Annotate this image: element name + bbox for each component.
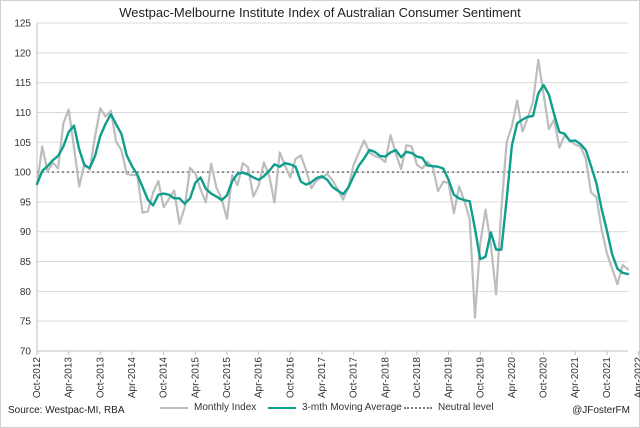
y-tick-label-95: 95 (20, 197, 32, 208)
x-tick-label-oct-2013: Oct-2013 (95, 357, 106, 399)
y-tick-label-90: 90 (20, 227, 32, 238)
x-tick-label-apr-2022: Apr-2022 (634, 357, 640, 399)
legend-item-monthly-index: Monthly Index (160, 402, 256, 413)
x-tick-label-apr-2016: Apr-2016 (254, 357, 265, 399)
x-tick-label-apr-2018: Apr-2018 (380, 357, 391, 399)
x-tick-label-apr-2017: Apr-2017 (317, 357, 328, 399)
x-tick-label-oct-2019: Oct-2019 (475, 357, 486, 399)
y-tick-label-80: 80 (20, 287, 32, 298)
y-tick-label-115: 115 (15, 78, 31, 89)
x-tick-label-oct-2016: Oct-2016 (285, 357, 296, 399)
legend-label-monthly-index: Monthly Index (194, 402, 257, 413)
x-tick-label-oct-2012: Oct-2012 (32, 357, 43, 399)
y-tick-label-120: 120 (14, 48, 31, 59)
y-axis: 70 75 80 85 90 95 100 105 110 115 120 125 (14, 19, 38, 358)
source-note: Source: Westpac-MI, RBA (8, 405, 125, 416)
legend-swatch-monthly-index (160, 406, 188, 409)
x-tick-label-oct-2014: Oct-2014 (159, 357, 170, 399)
x-tick-label-oct-2021: Oct-2021 (602, 357, 613, 399)
x-tick-label-apr-2020: Apr-2020 (507, 357, 518, 399)
x-tick-label-oct-2020: Oct-2020 (539, 357, 550, 399)
credit-handle: @JFosterFM (572, 405, 630, 416)
legend-label-neutral-level: Neutral level (438, 402, 494, 413)
legend-item-neutral-level: Neutral level (404, 402, 494, 413)
x-tick-label-apr-2019: Apr-2019 (444, 357, 455, 399)
y-tick-label-125: 125 (14, 19, 31, 30)
y-tick-label-100: 100 (14, 168, 31, 179)
x-tick-label-apr-2021: Apr-2021 (570, 357, 581, 399)
y-tick-label-75: 75 (20, 317, 32, 328)
legend-swatch-moving-average (268, 406, 296, 409)
chart-title: Westpac-Melbourne Institute Index of Aus… (119, 5, 521, 20)
series-layer (35, 58, 630, 319)
x-tick-label-apr-2013: Apr-2013 (64, 357, 75, 399)
legend-swatch-neutral-level (404, 406, 432, 409)
x-tick-label-apr-2015: Apr-2015 (190, 357, 201, 399)
y-tick-label-85: 85 (20, 257, 32, 268)
series-line-monthly-index (35, 58, 630, 319)
x-tick-label-oct-2018: Oct-2018 (412, 357, 423, 399)
x-tick-label-oct-2015: Oct-2015 (222, 357, 233, 399)
x-tick-label-apr-2014: Apr-2014 (127, 357, 138, 399)
series-line-3-mth-moving-average (35, 83, 630, 276)
y-tick-label-110: 110 (15, 108, 31, 119)
legend-item-moving-average: 3-mth Moving Average (268, 402, 402, 413)
x-axis: Oct-2012 Apr-2013 Oct-2013 Apr-2014 Oct-2014… (32, 350, 640, 399)
x-tick-label-oct-2017: Oct-2017 (349, 357, 360, 399)
y-tick-label-105: 105 (14, 138, 31, 149)
y-tick-label-70: 70 (20, 347, 32, 358)
legend-label-moving-average: 3-mth Moving Average (302, 402, 402, 413)
